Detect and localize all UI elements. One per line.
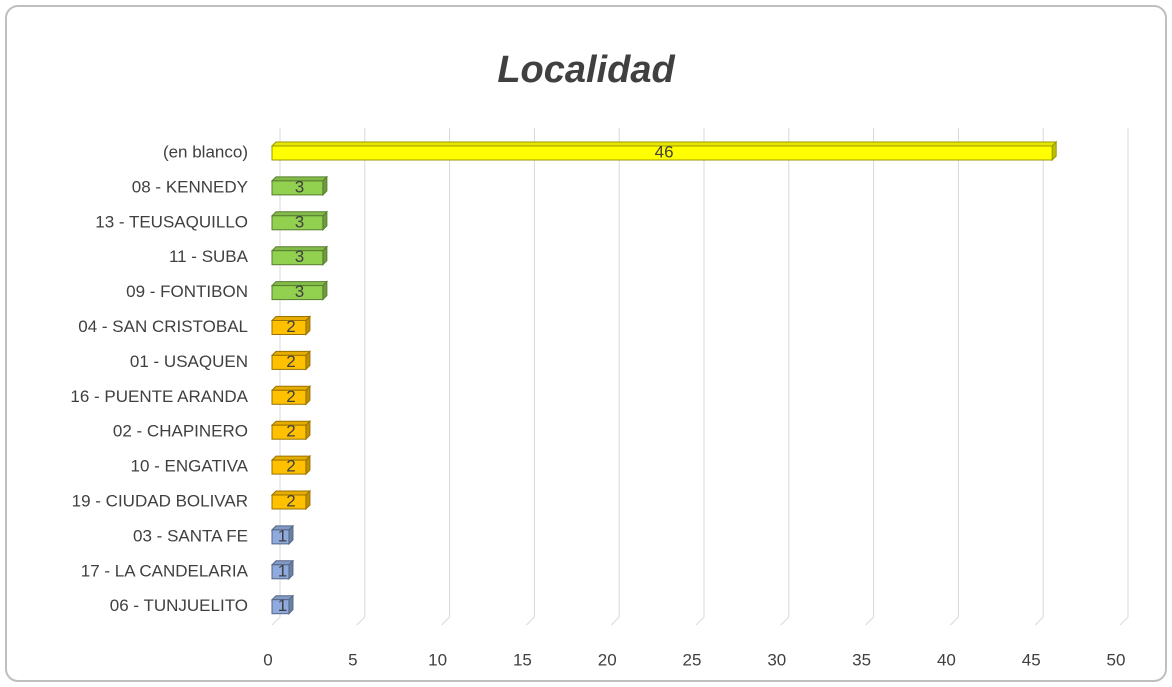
grid-line-floor (610, 616, 620, 626)
grid-line-floor (271, 616, 281, 626)
value-label: 2 (286, 422, 295, 441)
value-label: 3 (295, 212, 304, 231)
y-tick-label: 09 - FONTIBON (126, 282, 248, 301)
bar (271, 354, 307, 370)
x-tick-label: 5 (348, 650, 357, 669)
grid-line-floor (1034, 616, 1044, 626)
x-tick-label: 10 (428, 650, 447, 669)
value-label: 46 (655, 142, 674, 161)
x-tick-label: 45 (1022, 650, 1041, 669)
x-tick-label: 20 (598, 650, 617, 669)
bar (271, 180, 324, 196)
grid-line-floor (950, 616, 959, 626)
y-tick-label: (en blanco) (163, 142, 248, 161)
bar-side (305, 385, 311, 406)
y-tick-label: 19 - CIUDAD BOLIVAR (72, 491, 248, 510)
x-tick-label: 35 (852, 650, 871, 669)
value-label: 2 (286, 491, 295, 510)
bar (271, 494, 307, 510)
y-tick-label: 06 - TUNJUELITO (110, 596, 248, 615)
y-tick-label: 03 - SANTA FE (133, 526, 248, 545)
bar-side (322, 280, 328, 301)
value-label: 2 (286, 387, 295, 406)
x-tick-label: 15 (513, 650, 532, 669)
bar-side (322, 210, 328, 232)
y-tick-label: 04 - SAN CRISTOBAL (78, 317, 248, 336)
value-label: 3 (295, 282, 304, 301)
value-label: 2 (286, 352, 295, 371)
bar (271, 250, 324, 266)
bar (271, 285, 324, 301)
bar-side (322, 175, 328, 197)
bar (271, 215, 324, 231)
bar (271, 529, 290, 545)
bar-side (305, 315, 311, 336)
grid-line-floor (356, 616, 366, 626)
bar-side (288, 559, 294, 581)
value-label: 2 (286, 317, 295, 336)
bar-side (305, 419, 311, 441)
x-tick-label: 0 (263, 650, 272, 669)
bar-side (288, 524, 294, 546)
x-tick-label: 25 (683, 650, 702, 669)
value-label: 1 (278, 596, 287, 615)
bar-side (1051, 140, 1057, 162)
y-tick-label: 16 - PUENTE ARANDA (70, 387, 248, 406)
y-tick-label: 02 - CHAPINERO (113, 422, 248, 441)
x-tick-label: 30 (767, 650, 786, 669)
chart-title: Localidad (497, 49, 675, 91)
x-tick-label: 40 (937, 650, 956, 669)
chart-border (5, 5, 1167, 682)
bar (271, 564, 290, 580)
bar (271, 389, 307, 405)
value-label: 1 (278, 526, 287, 545)
bar-side (305, 350, 311, 371)
bar-side (288, 594, 294, 615)
bar-side (322, 245, 328, 266)
bar (271, 459, 307, 475)
bar-side (305, 489, 311, 511)
bar-side (305, 454, 311, 476)
y-tick-label: 08 - KENNEDY (132, 177, 248, 196)
grid-line-floor (865, 616, 874, 626)
bar (271, 320, 307, 335)
y-tick-label: 11 - SUBA (169, 247, 249, 266)
bar (271, 424, 307, 440)
grid-line-floor (441, 616, 450, 626)
bar (271, 145, 1053, 161)
y-tick-label: 10 - ENGATIVA (131, 457, 249, 476)
value-label: 3 (295, 247, 304, 266)
value-label: 3 (295, 177, 304, 196)
value-label: 1 (278, 561, 287, 580)
grid-line-floor (695, 616, 705, 626)
x-tick-label: 50 (1107, 650, 1126, 669)
y-tick-label: 01 - USAQUEN (130, 352, 248, 371)
value-label: 2 (286, 457, 295, 476)
bar (271, 599, 290, 615)
grid-line-floor (526, 616, 535, 626)
y-tick-label: 13 - TEUSAQUILLO (95, 212, 248, 231)
grid-line-floor (780, 616, 790, 626)
y-tick-label: 17 - LA CANDELARIA (81, 561, 249, 580)
grid-line-floor (1119, 616, 1129, 626)
